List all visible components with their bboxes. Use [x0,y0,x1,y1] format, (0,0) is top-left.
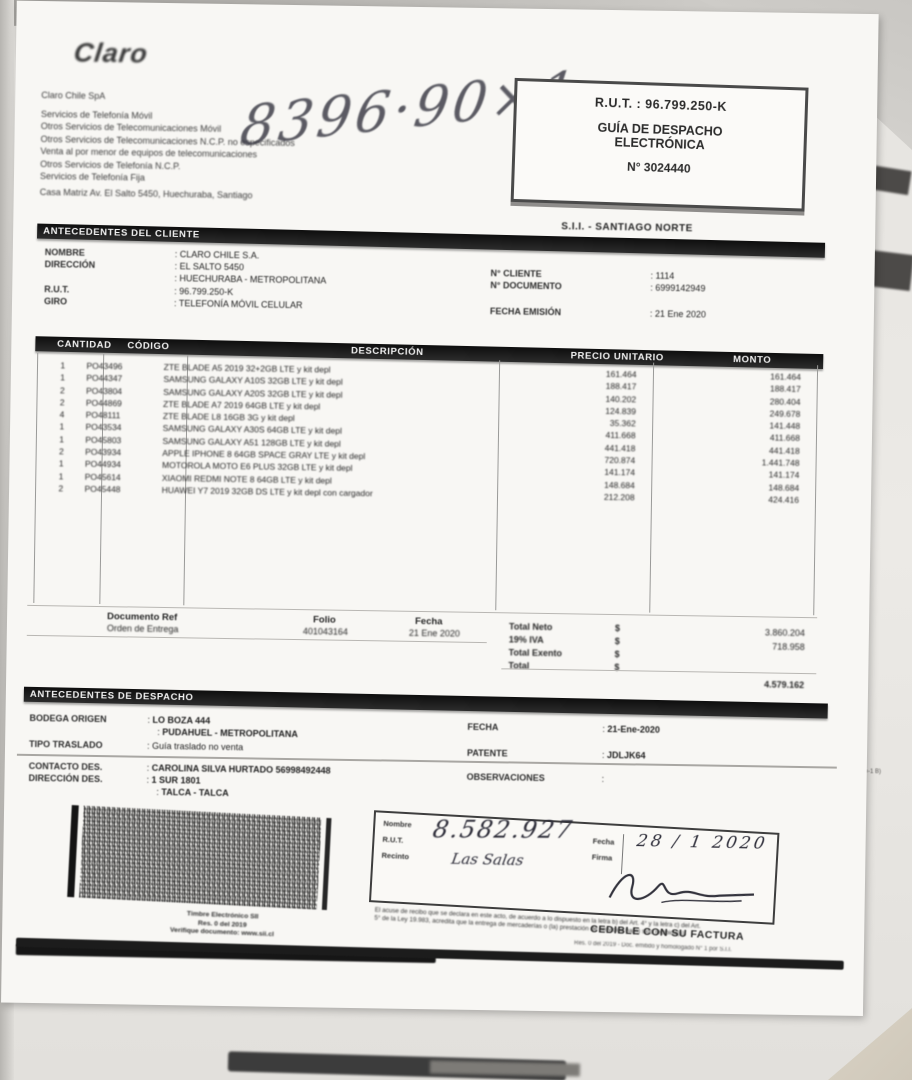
footer-fineprint: Res. 0 del 2019 - Doc. emitido y homolog… [573,940,732,954]
paper-sheet: Claro Claro Chile SpA Servicios de Telef… [1,0,879,1017]
timbre-caption: Timbre Electrónico SII Res. 0 del 2019 V… [122,908,323,942]
recep-recinto-label: Recinto [381,850,410,862]
patente-row: PATENTEJDLJK64 [467,748,646,762]
claro-logo: Claro [72,37,150,69]
cedible-text: CEDIBLE CON SU FACTURA [589,923,745,943]
bodega-row: BODEGA ORIGENLO BOZA 444 [29,713,210,727]
handwritten-date: 28 / 1 2020 [635,831,770,854]
sii-office: S.I.I. - SANTIAGO NORTE [561,221,693,235]
document-number: N° 3024440 [626,159,691,176]
pdf417-timbre-barcode [79,805,322,910]
reception-box: Nombre R.U.T. Recinto 8.582.927 Las Sala… [368,810,780,925]
client-giro-row: GIROTELEFONÍA MÓVIL CELULAR [44,296,303,311]
currency-sign: $ [614,649,620,660]
rule [501,668,817,675]
ref-fecha-label: Fecha [414,615,443,628]
recep-nombre-label: Nombre [383,818,412,830]
total-exento-label: Total Exento [508,647,563,659]
tipo-traslado-row: TIPO TRASLADOGuía traslado no venta [29,739,243,753]
currency-sign: $ [614,662,620,673]
recep-fecha-label: Fecha [592,836,615,847]
currency-sign: $ [614,636,620,647]
ref-doc-value: Orden de Entrega [106,623,179,635]
rut-folio-box: R.U.T. : 96.799.250-K GUÍA DE DESPACHO E… [510,77,809,212]
client-direccion-row: DIRECCIÓNEL SALTO 5450 [45,259,245,273]
ref-folio-value: 401043164 [302,626,349,637]
client-emision-row: FECHA EMISIÓN21 Ene 2020 [490,306,706,320]
total-label: Total [508,660,530,671]
total-value: 4.579.162 [763,679,805,691]
direccion-destino-row: DIRECCIÓN DES.1 SUR 1801 [28,773,200,787]
comuna-destino-row: TALCA - TALCA [156,787,228,799]
ref-folio-label: Folio [312,614,336,626]
recep-rut-label: R.U.T. [382,834,404,845]
observaciones-row: OBSERVACIONES [467,772,605,785]
total-neto-value: 3.860.204 [764,627,806,639]
ref-fecha-value: 21 Ene 2020 [408,627,461,639]
client-comuna-row: HUECHURABA - METROPOLITANA [174,273,326,286]
col-descripcion: DESCRIPCIÓN [350,345,424,359]
handwritten-name: Las Salas [450,849,525,870]
col-precio-unitario: PRECIO UNITARIO [570,350,664,364]
iva-label: 19% IVA [508,634,544,645]
currency-sign: $ [614,623,621,634]
company-address-line: Casa Matriz Av. El Salto 5450, Huechurab… [39,186,253,200]
iva-value: 718.958 [772,641,805,653]
handwritten-rut: 8.582.927 [430,815,576,844]
client-documento-row: N° DOCUMENTO6999142949 [490,280,705,294]
col-monto: MONTO [732,354,772,366]
col-codigo: CÓDIGO [127,340,170,353]
fecha-despacho-row: FECHA21-Ene-2020 [467,722,660,736]
col-cantidad: CANTIDAD [57,338,112,351]
total-neto-label: Total Neto [508,621,553,633]
items-rows: 1 PO43496 ZTE BLADE A5 2019 32+2GB LTE y k… [37,359,821,507]
bodega-comuna-row: PUDAHUEL - METROPOLITANA [157,727,298,740]
issuer-rut: R.U.T. : 96.799.250-K [594,95,728,114]
ref-doc-label: Documento Ref [107,611,178,624]
signature [608,874,755,904]
